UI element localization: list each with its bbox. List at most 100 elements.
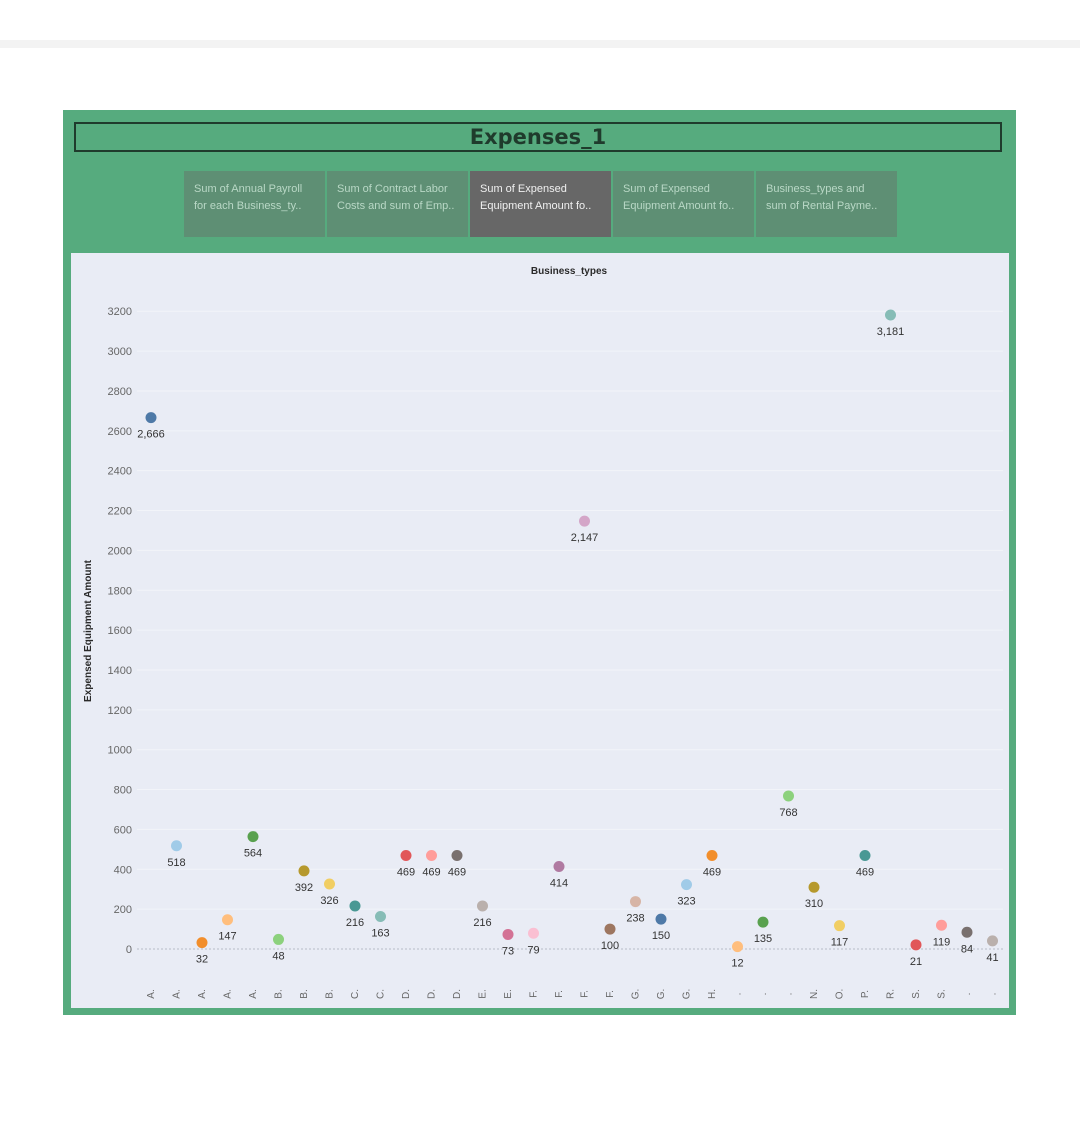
tab-rental-payments[interactable]: Business_types and sum of Rental Payme.. [756, 171, 897, 237]
y-tick-label: 1200 [108, 705, 132, 717]
data-point[interactable] [655, 913, 667, 925]
data-point[interactable] [375, 911, 386, 923]
data-point[interactable] [987, 935, 998, 947]
data-point[interactable] [604, 923, 616, 935]
data-point[interactable] [196, 937, 208, 949]
x-tick-label: F. [554, 990, 565, 998]
dashboard-frame: Expenses_1 Sum of Annual Payroll for eac… [63, 110, 1016, 1015]
y-tick-label: 2600 [108, 426, 132, 438]
data-point[interactable] [145, 412, 157, 424]
data-point[interactable] [349, 900, 361, 912]
data-labels: 2,666 518 32 147 564 48 392 326 216 163 469 469 469 2… [137, 326, 998, 970]
data-label: 216 [473, 917, 491, 929]
data-point[interactable] [426, 850, 437, 862]
data-point[interactable] [502, 928, 514, 940]
data-label: 163 [371, 928, 389, 940]
data-point[interactable] [324, 878, 335, 890]
data-point[interactable] [859, 850, 871, 862]
x-tick-label: D. [427, 989, 438, 999]
data-label: 310 [805, 898, 823, 910]
data-label: 41 [986, 952, 998, 964]
data-label: 117 [831, 937, 849, 949]
data-point[interactable] [808, 881, 820, 893]
scatter-chart: Business_types Expensed Equipment Amount… [83, 266, 1003, 1000]
x-tick-label: B. [274, 989, 285, 998]
data-point[interactable] [528, 927, 539, 939]
x-tick-label: F. [605, 990, 616, 998]
data-point[interactable] [910, 939, 922, 951]
data-point[interactable] [579, 515, 590, 527]
tab-label-line1: Sum of Contract Labor [337, 183, 448, 195]
x-tick-label: C. [350, 989, 361, 999]
y-tick-label: 1800 [108, 585, 132, 597]
y-tick-label: 2400 [108, 466, 132, 478]
data-label: 392 [295, 882, 313, 894]
data-point[interactable] [706, 850, 718, 862]
x-tick-label: F. [529, 990, 540, 998]
x-tick-label: G. [656, 989, 667, 1000]
data-point[interactable] [834, 920, 845, 932]
data-label: 469 [448, 867, 466, 879]
data-point[interactable] [936, 919, 947, 931]
x-tick-label: O. [835, 989, 846, 1000]
data-point[interactable] [553, 860, 565, 872]
data-point[interactable] [681, 879, 692, 891]
data-point[interactable] [757, 916, 769, 928]
tab-annual-payroll[interactable]: Sum of Annual Payroll for each Business_… [184, 171, 325, 237]
data-label: 518 [167, 857, 185, 869]
data-label: 147 [218, 931, 236, 943]
data-point[interactable] [961, 926, 973, 938]
data-label: 469 [422, 867, 440, 879]
x-tick-label: P. [860, 990, 871, 998]
y-tick-label: 2800 [108, 386, 132, 398]
y-tick-label: 400 [114, 864, 132, 876]
y-tick-label: 3000 [108, 346, 132, 358]
y-tick-label: 1400 [108, 665, 132, 677]
data-label: 323 [677, 896, 695, 908]
x-tick-label: . [733, 993, 744, 996]
y-tick-label: 2000 [108, 545, 132, 557]
x-tick-label: . [962, 993, 973, 996]
data-point[interactable] [298, 865, 310, 877]
tab-expensed-equipment-active[interactable]: Sum of Expensed Equipment Amount fo.. [470, 171, 611, 237]
data-point[interactable] [222, 914, 233, 926]
data-point[interactable] [477, 900, 488, 912]
data-point[interactable] [273, 933, 284, 945]
data-label: 79 [527, 944, 539, 956]
x-tick-label: N. [809, 989, 820, 999]
tab-expensed-equipment-2[interactable]: Sum of Expensed Equipment Amount fo.. [613, 171, 754, 237]
data-point[interactable] [885, 309, 896, 321]
y-tick-label: 3200 [108, 306, 132, 318]
dashboard-title: Expenses_1 [74, 122, 1002, 152]
x-tick-label: A. [223, 989, 234, 998]
x-tick-label: G. [631, 989, 642, 1000]
x-tick-label: . [988, 993, 999, 996]
x-tick-label: A. [146, 989, 157, 998]
chart-area: Business_types Expensed Equipment Amount… [71, 253, 1009, 1008]
data-label: 119 [933, 936, 951, 948]
x-axis-title: Business_types [531, 266, 608, 277]
tab-label-line2: Equipment Amount fo.. [623, 200, 735, 212]
tab-contract-labor[interactable]: Sum of Contract Labor Costs and sum of E… [327, 171, 468, 237]
tab-label-line1: Sum of Annual Payroll [194, 183, 303, 195]
data-label: 326 [320, 895, 338, 907]
x-tick-label: S. [911, 989, 922, 998]
data-label: 564 [244, 848, 262, 860]
data-label: 414 [550, 877, 568, 889]
data-point[interactable] [171, 840, 182, 852]
data-point[interactable] [400, 850, 412, 862]
data-label: 469 [703, 867, 721, 879]
tab-label-line2: sum of Rental Payme.. [766, 200, 878, 212]
data-point[interactable] [630, 896, 641, 908]
tab-label-line2: Costs and sum of Emp.. [337, 200, 455, 212]
x-axis-ticks: A. A. A. A. A. B. B. B. C. C. D. D. D. E. E. F. F. F. F. G.… [146, 989, 999, 1000]
x-tick-label: H. [707, 989, 718, 999]
y-tick-label: 200 [114, 904, 132, 916]
data-point[interactable] [783, 790, 794, 802]
y-tick-label: 1600 [108, 625, 132, 637]
y-tick-label: 2200 [108, 506, 132, 518]
data-point[interactable] [732, 941, 743, 953]
data-point[interactable] [451, 850, 463, 862]
data-point[interactable] [247, 831, 259, 843]
x-tick-label: . [784, 993, 795, 996]
